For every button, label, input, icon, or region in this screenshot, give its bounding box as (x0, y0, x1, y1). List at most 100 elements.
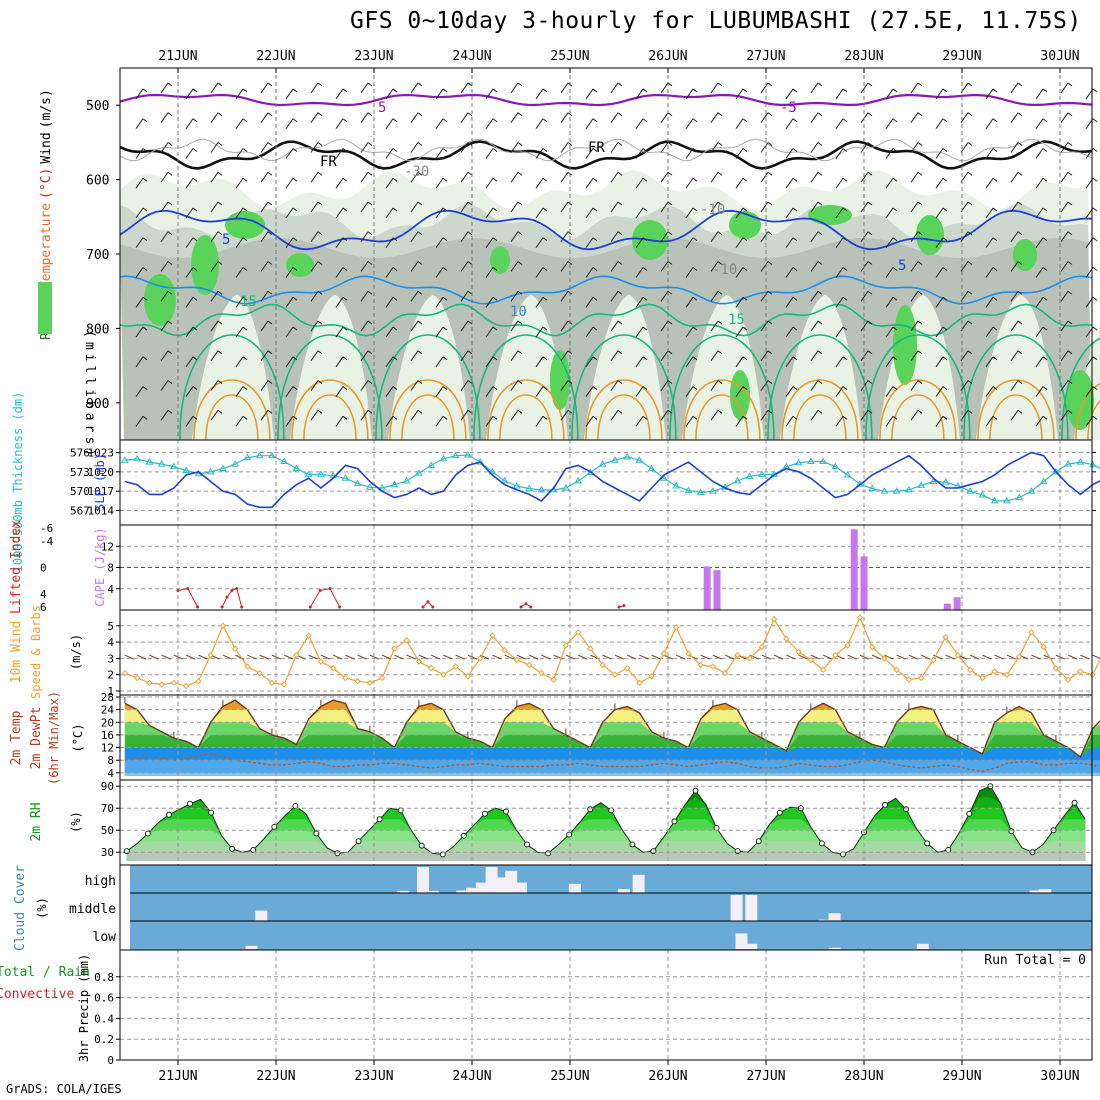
thickness-point (439, 454, 448, 462)
wind-barb (960, 261, 969, 272)
wind-barb (567, 350, 573, 355)
wind-barb (235, 416, 244, 427)
wind-barb (185, 296, 194, 308)
wind-barb (285, 207, 294, 219)
wind-barb (785, 207, 794, 219)
rh-diurnal-band (583, 295, 666, 440)
wind-barb (767, 171, 773, 176)
wind-barb-10m (724, 654, 735, 660)
wind-barb (467, 231, 473, 236)
wind-barb (617, 231, 623, 236)
wind-speed-point (917, 674, 925, 682)
wind-barb (135, 356, 144, 368)
wind-barb (635, 118, 644, 130)
wind-barb (685, 118, 694, 130)
wind-barb (260, 380, 269, 391)
wind-barb (810, 82, 819, 94)
wind-barb (185, 118, 194, 130)
wind-barb (285, 356, 294, 368)
wind-barb (185, 88, 194, 100)
wind-barb (192, 177, 198, 182)
precip-panel-frame (119, 949, 1093, 1061)
wind-barb (935, 416, 944, 427)
thickness-tick-label: 573 (70, 466, 90, 479)
wind-barb (360, 350, 369, 362)
wind-barb (735, 296, 744, 308)
wind-barb (835, 207, 844, 219)
thickness-tick-label: 567 (70, 505, 90, 518)
wind-barb (360, 231, 369, 243)
wind-speed-point (268, 679, 276, 687)
wind-barb (267, 171, 273, 176)
wind-barb (785, 296, 794, 308)
wind-barb (135, 296, 144, 308)
temperature-contour (277, 334, 383, 441)
cape-bar (703, 566, 711, 610)
date-label-bottom: 25JUN (550, 1069, 589, 1084)
cloud-bar (1029, 890, 1042, 893)
wind-barb (160, 171, 169, 183)
wind-barb (1060, 201, 1069, 213)
wind-barb (717, 142, 723, 146)
wind-barb (910, 171, 919, 183)
wind-barb (585, 88, 594, 100)
wind-barb (385, 296, 394, 308)
lifted-index-point (524, 602, 528, 606)
wind-barb (385, 177, 394, 189)
wind-barb (935, 386, 944, 397)
wind-barb (467, 82, 473, 87)
wind-barb-10m (798, 654, 808, 660)
wind-barb (1067, 201, 1073, 206)
wind-barb-10m (1080, 654, 1090, 660)
wind-barb (917, 231, 923, 236)
wind-barb (817, 350, 823, 355)
wind-speed-point (672, 624, 680, 631)
wind-barb (467, 112, 473, 117)
wind-barb (460, 350, 469, 362)
cloud-bar (916, 943, 929, 949)
wind-barb (360, 410, 369, 421)
wind-barb (417, 142, 423, 146)
wind-barb (360, 82, 369, 94)
wind-barb (217, 350, 223, 355)
wind-barb (967, 201, 973, 206)
wind-speed-point (979, 674, 986, 682)
wind-barb (792, 267, 798, 271)
rh-point (334, 850, 341, 857)
wind-barb (960, 380, 969, 391)
y-axis-label-part: Temperature (39, 203, 54, 289)
wind-barb (742, 267, 748, 271)
cape-bar (953, 597, 961, 610)
temperature-contour (487, 379, 565, 441)
wind-barb (535, 416, 544, 427)
wind-barb (242, 148, 248, 152)
wind-barb (835, 267, 844, 278)
wind-barb (460, 261, 469, 272)
wind-barb (685, 88, 694, 100)
wind-barb (667, 350, 673, 355)
wind-barb (517, 171, 523, 176)
dewpoint-axis-label: 2m DewPt (29, 707, 44, 770)
run-total-label: Run Total = 0 (984, 953, 1086, 968)
wind-barb (910, 320, 919, 332)
wind-barb (160, 290, 169, 302)
wind-barb-10m (1006, 654, 1017, 660)
wind-barb (892, 207, 898, 212)
contour-label: -10 (712, 262, 737, 278)
thickness-point (794, 458, 803, 466)
wind-barb (942, 88, 948, 93)
wind-barb (510, 410, 519, 421)
wind-barb (992, 326, 998, 331)
temperature-contour (193, 379, 271, 441)
thickness-point (709, 487, 717, 494)
wind-barb (435, 207, 444, 219)
wind-barb (992, 88, 998, 93)
wind-barb (360, 320, 369, 332)
date-label-top: 30JUN (1040, 49, 1079, 64)
wind-barb (235, 177, 244, 189)
wind-barb (635, 267, 644, 278)
wind-barb (342, 207, 348, 212)
rh-axis-label: 2m RH (29, 802, 44, 841)
wind-barb (267, 142, 273, 146)
wind-barb (985, 356, 994, 368)
